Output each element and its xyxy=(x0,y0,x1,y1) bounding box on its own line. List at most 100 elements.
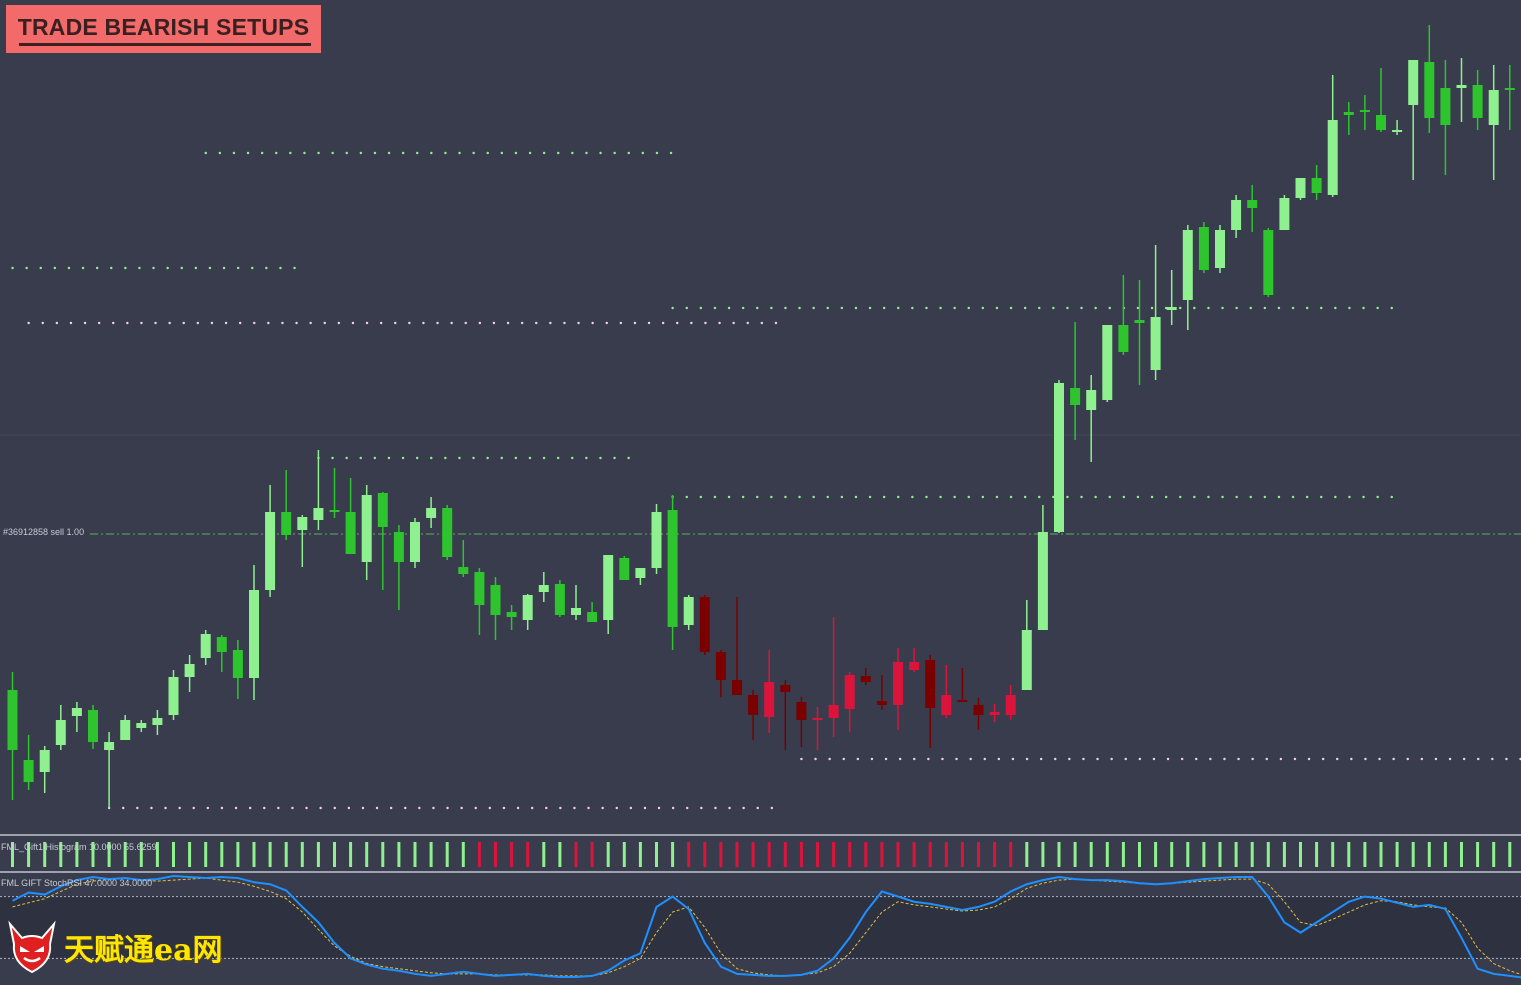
candle-body xyxy=(1102,325,1113,400)
histogram-bar xyxy=(365,842,369,867)
candle-body xyxy=(1021,630,1032,690)
candle-body xyxy=(232,650,243,678)
order-line-label: #36912858 sell 1.00 xyxy=(3,527,85,537)
histogram-bar xyxy=(172,842,175,867)
histogram-bar xyxy=(75,842,79,867)
histogram-bar xyxy=(220,842,224,867)
histogram-bar xyxy=(1025,842,1029,867)
candle-body xyxy=(1408,60,1419,105)
candle-body xyxy=(297,517,308,530)
histogram-bar xyxy=(1427,842,1431,867)
candle-body xyxy=(748,695,759,715)
candle-body xyxy=(313,508,324,520)
histogram-bar xyxy=(1218,842,1222,867)
histogram-bar xyxy=(912,842,916,867)
candle-body xyxy=(635,568,646,578)
candle-body xyxy=(925,660,936,708)
candle-body xyxy=(1327,120,1338,195)
candle-body xyxy=(120,720,131,740)
histogram-bar xyxy=(43,842,47,867)
candle-body xyxy=(1150,317,1161,370)
histogram-bar xyxy=(107,842,111,867)
candle-body xyxy=(1376,115,1386,130)
histogram-bar xyxy=(1138,842,1141,867)
histogram-bar xyxy=(928,842,932,867)
candle-body xyxy=(1198,227,1209,270)
candle-body xyxy=(1070,388,1081,405)
candle-body xyxy=(410,522,420,562)
histogram-bar xyxy=(461,842,465,867)
banner-title: TRADE BEARISH SETUPS xyxy=(17,14,310,40)
histogram-bar xyxy=(1508,842,1512,867)
setup-banner: TRADE BEARISH SETUPS xyxy=(6,5,321,53)
candle-body xyxy=(732,680,742,695)
histogram-bar xyxy=(91,842,95,867)
histogram-bar xyxy=(477,842,481,867)
candle-body xyxy=(249,590,259,678)
candle-body xyxy=(458,567,469,574)
candle-body xyxy=(1215,230,1225,268)
histogram-bar xyxy=(1315,842,1319,867)
candle-body xyxy=(893,662,903,705)
candle-body xyxy=(1054,383,1064,532)
histogram-bar xyxy=(719,842,723,867)
candle-body xyxy=(812,718,823,720)
histogram-bar xyxy=(880,842,884,867)
watermark-text: 天赋通ea网 xyxy=(64,933,223,968)
candle-body xyxy=(71,708,82,716)
histogram-bar xyxy=(349,842,353,867)
histogram-bar xyxy=(832,842,836,867)
histogram-bar xyxy=(944,842,948,867)
candle-body xyxy=(1295,178,1306,198)
histogram-bar xyxy=(1460,842,1463,867)
histogram-bar xyxy=(1057,842,1061,867)
candle-body xyxy=(957,700,968,702)
histogram-bar xyxy=(268,842,272,867)
histogram-bar xyxy=(783,842,787,867)
candle-body xyxy=(780,685,791,692)
histogram-bar xyxy=(1476,842,1480,867)
histogram-bar xyxy=(397,842,401,867)
candle-body xyxy=(136,723,147,728)
histogram-bar xyxy=(1041,842,1045,867)
candle-body xyxy=(699,597,710,652)
devil-logo-icon xyxy=(8,920,56,974)
candle-body xyxy=(361,495,372,562)
histogram-bar xyxy=(494,842,497,867)
candle-body xyxy=(844,675,855,709)
candle-body xyxy=(876,701,887,705)
candle-body xyxy=(1440,88,1451,125)
histogram-bar xyxy=(11,842,14,867)
histogram-bar xyxy=(510,842,514,867)
candle-body xyxy=(23,760,34,782)
histogram-bar xyxy=(333,842,336,867)
histogram-label: FML_Gift1 Histogram 10.0000 55.6259 xyxy=(1,842,157,852)
candle-body xyxy=(152,718,163,725)
histogram-bar xyxy=(655,842,658,867)
histogram-bar xyxy=(526,842,530,867)
histogram-bar xyxy=(445,842,449,867)
histogram-bar xyxy=(1331,842,1335,867)
candle-body xyxy=(1359,110,1370,112)
histogram-bar xyxy=(574,842,578,867)
candle-body xyxy=(683,597,694,625)
histogram-bar xyxy=(751,842,755,867)
histogram-bar xyxy=(123,842,127,867)
histogram-bar xyxy=(993,842,997,867)
candle-body xyxy=(1247,200,1258,208)
histogram-bar xyxy=(864,842,868,867)
candle-body xyxy=(281,512,292,535)
histogram-bar xyxy=(1443,842,1447,867)
histogram-bar xyxy=(252,842,256,867)
histogram-bar xyxy=(606,842,610,867)
histogram-bar xyxy=(799,842,803,867)
candle-body xyxy=(909,662,920,670)
candle-body xyxy=(184,664,195,677)
candle-body xyxy=(538,585,549,592)
histogram-bar xyxy=(1009,842,1013,867)
candle-body xyxy=(1488,90,1499,125)
candle-body xyxy=(1005,695,1016,715)
candle-body xyxy=(442,508,453,557)
candle-body xyxy=(603,555,614,620)
